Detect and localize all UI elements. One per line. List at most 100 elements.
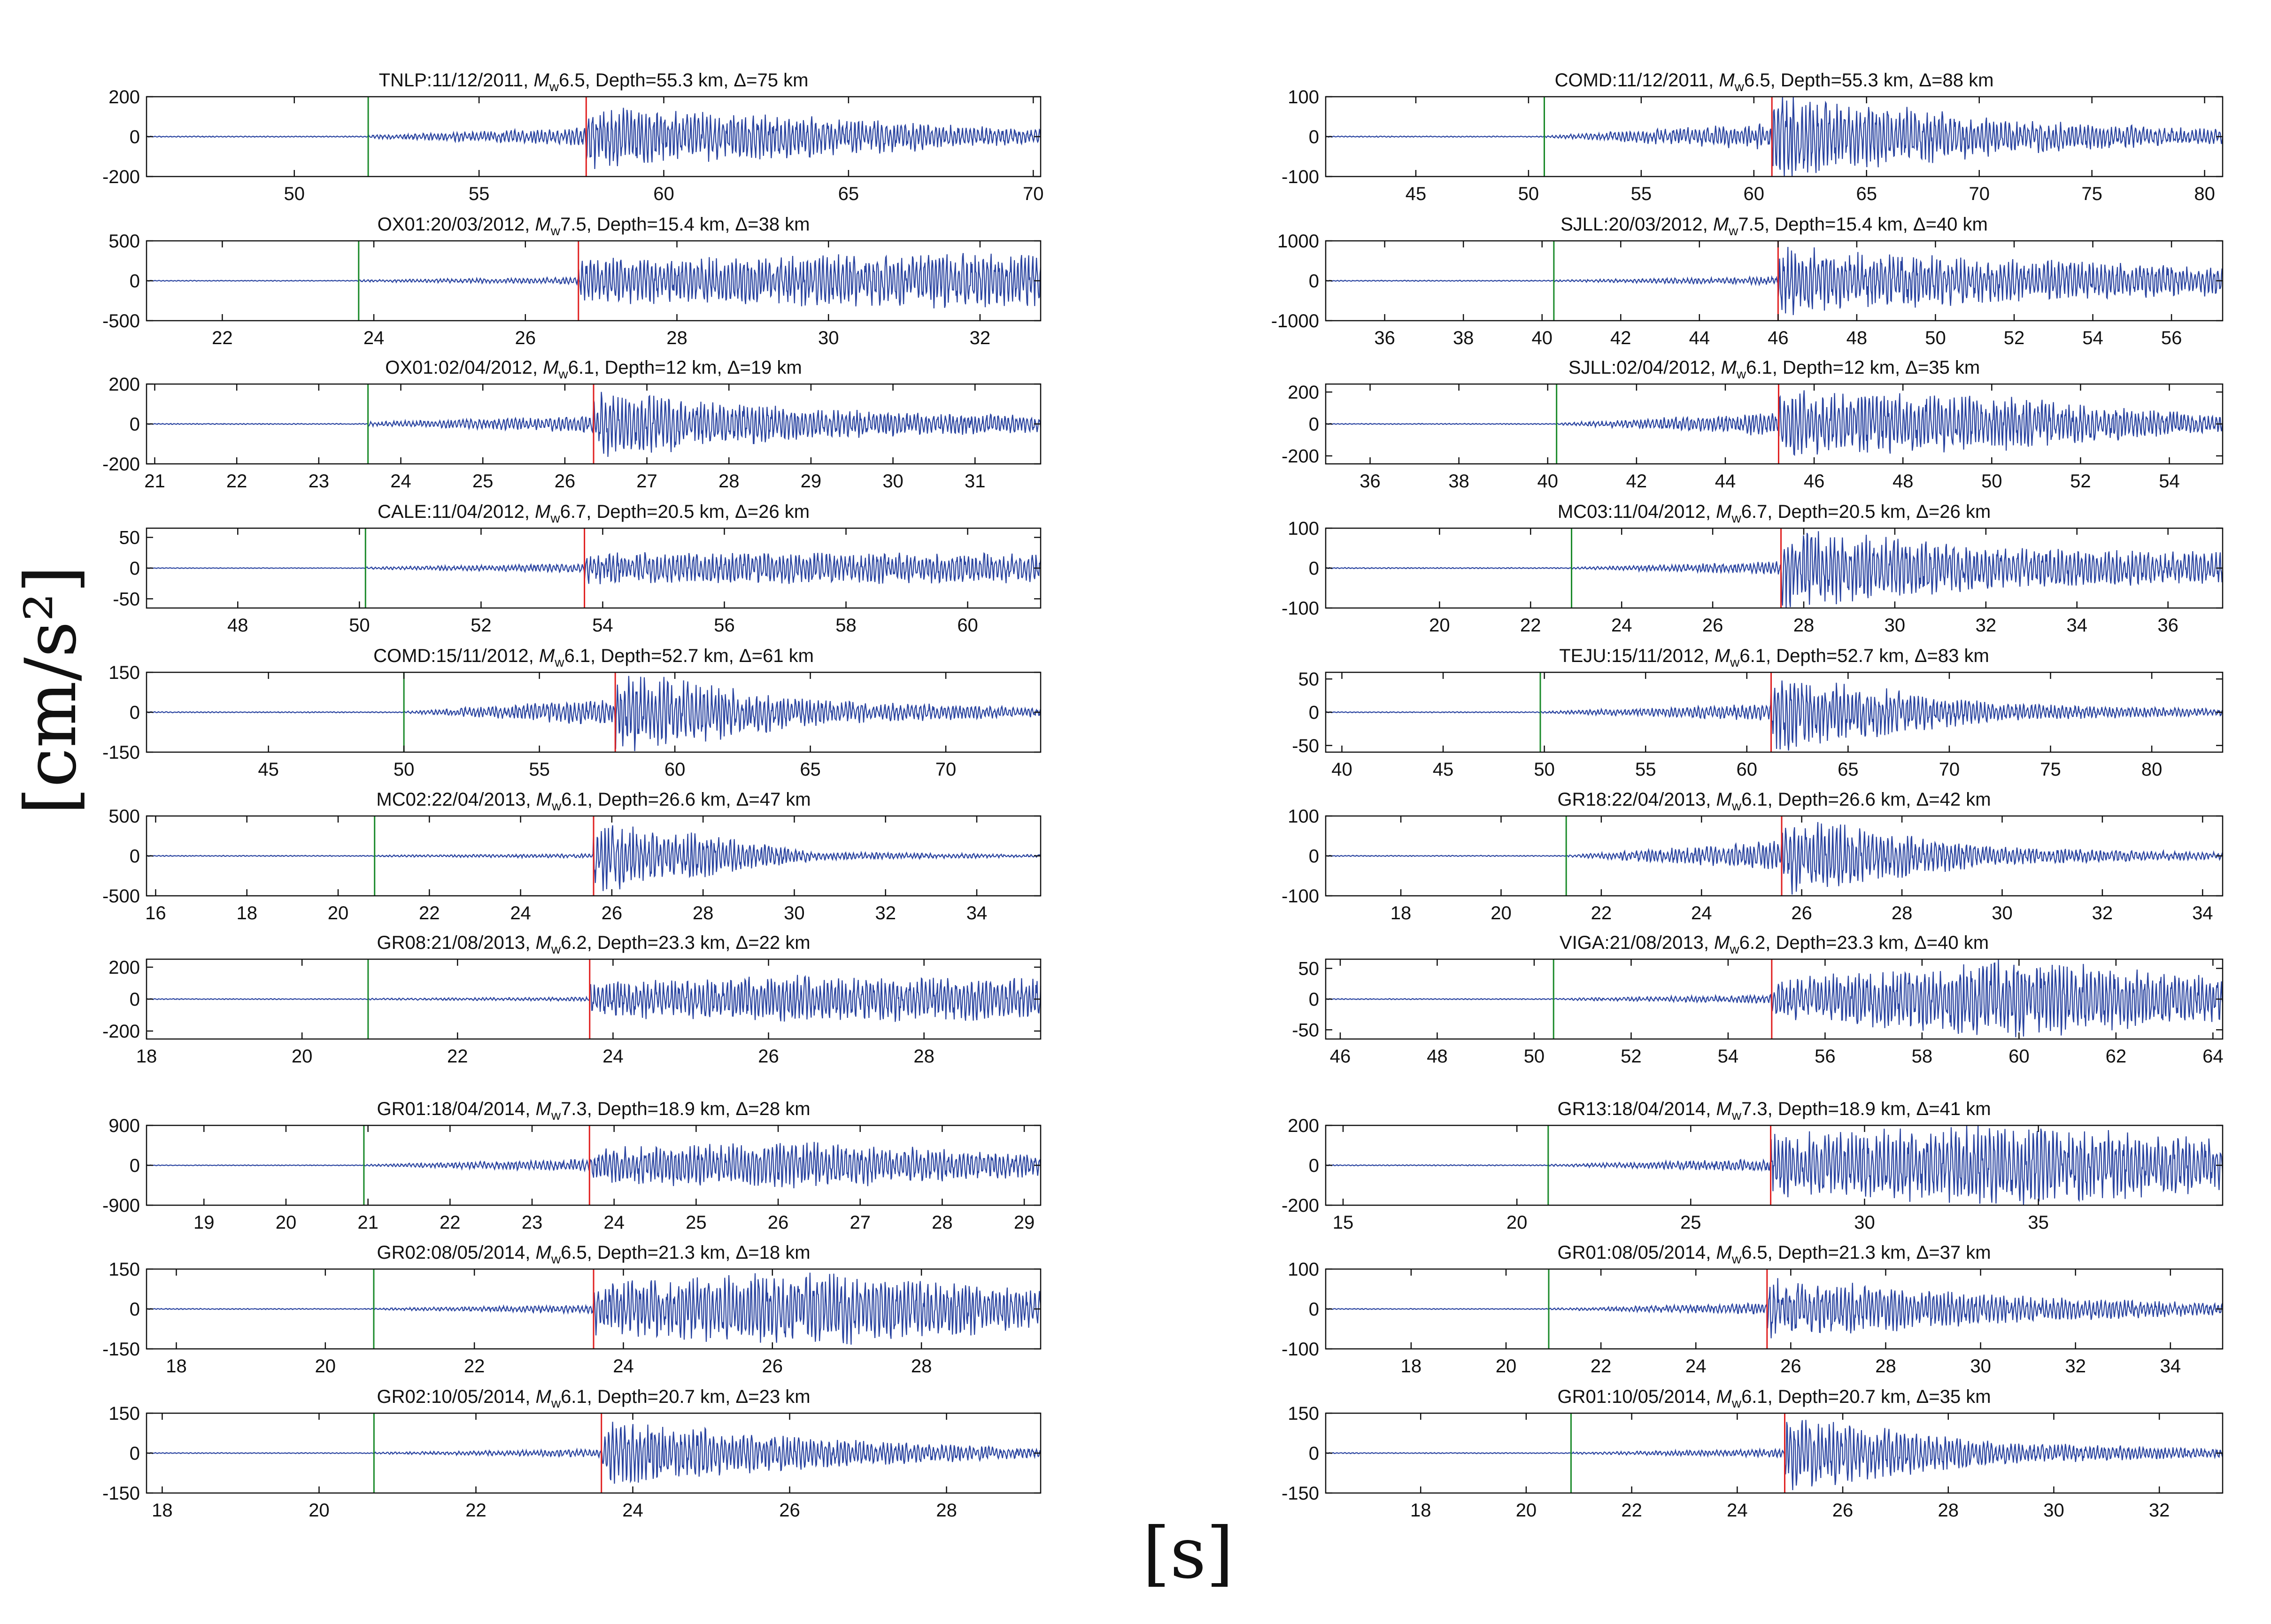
y-tick-label: -1000 (1271, 311, 1319, 331)
x-tick-label: 19 (193, 1212, 215, 1233)
x-tick-label: 18 (136, 1046, 157, 1067)
x-tick-label: 24 (603, 1046, 624, 1067)
x-tick-label: 26 (762, 1356, 783, 1377)
panel-title: COMD:15/11/2012, Mw6.1, Depth=52.7 km, Δ… (373, 646, 814, 670)
waveform-trace (146, 108, 1042, 169)
x-tick-label: 20 (1496, 1356, 1517, 1377)
x-tick-label: 60 (1744, 184, 1765, 204)
x-tick-label: 20 (276, 1212, 297, 1233)
x-tick-label: 28 (666, 328, 687, 348)
x-tick-label: 25 (1680, 1212, 1701, 1233)
y-tick-label: 200 (1288, 382, 1319, 403)
x-tick-label: 22 (1591, 1356, 1612, 1377)
x-tick-label: 22 (212, 328, 233, 348)
panel-right-1: COMD:11/12/2011, Mw6.5, Depth=55.3 km, Δ… (1282, 70, 2224, 204)
x-tick-label: 24 (613, 1356, 634, 1377)
y-tick-label: -50 (1292, 1020, 1319, 1040)
x-tick-label: 36 (1374, 328, 1395, 348)
y-tick-label: -500 (102, 886, 140, 907)
x-tick-label: 52 (2004, 328, 2025, 348)
x-tick-label: 50 (349, 615, 370, 636)
waveform-trace (1325, 531, 2224, 608)
panel-title: OX01:02/04/2012, Mw6.1, Depth=12 km, Δ=1… (385, 357, 802, 381)
x-tick-label: 15 (1333, 1212, 1354, 1233)
x-tick-label: 38 (1453, 328, 1474, 348)
y-tick-label: -200 (102, 167, 140, 187)
y-tick-label: 0 (130, 1299, 140, 1320)
x-tick-label: 58 (1912, 1046, 1933, 1067)
panel-left-7: GR08:21/08/2013, Mw6.2, Depth=23.3 km, Δ… (102, 932, 1042, 1067)
x-tick-label: 26 (555, 471, 576, 492)
x-tick-label: 34 (2066, 615, 2087, 636)
y-tick-label: 0 (130, 1155, 140, 1176)
x-tick-label: 45 (1406, 184, 1427, 204)
x-tick-label: 30 (2043, 1500, 2064, 1521)
x-tick-label: 24 (390, 471, 411, 492)
panel-title: COMD:11/12/2011, Mw6.5, Depth=55.3 km, Δ… (1555, 70, 1994, 94)
y-tick-label: 0 (1309, 1155, 1319, 1176)
panel-right-6: GR18:22/04/2013, Mw6.1, Depth=26.6 km, Δ… (1282, 789, 2224, 924)
x-tick-label: 55 (1635, 759, 1656, 780)
y-tick-label: -100 (1282, 598, 1319, 619)
x-tick-label: 62 (2106, 1046, 2127, 1067)
x-tick-label: 24 (1611, 615, 1632, 636)
x-tick-label: 56 (1815, 1046, 1836, 1067)
y-tick-label: -150 (102, 1483, 140, 1504)
y-tick-label: 200 (108, 374, 140, 395)
panel-title: TEJU:15/11/2012, Mw6.1, Depth=52.7 km, Δ… (1559, 646, 1989, 670)
x-tick-label: 20 (1491, 903, 1512, 924)
x-tick-label: 29 (801, 471, 822, 492)
x-tick-label: 28 (718, 471, 740, 492)
waveform-trace (1325, 1278, 2224, 1339)
x-tick-label: 45 (258, 759, 279, 780)
x-tick-label: 18 (152, 1500, 173, 1521)
x-tick-label: 30 (1885, 615, 1906, 636)
x-tick-label: 70 (1023, 184, 1044, 204)
y-tick-label: 0 (130, 414, 140, 435)
x-tick-label: 32 (875, 903, 896, 924)
panel-left-4: CALE:11/04/2012, Mw6.7, Depth=20.5 km, Δ… (113, 501, 1042, 636)
x-tick-label: 36 (1360, 471, 1381, 492)
panel-title: GR18:22/04/2013, Mw6.1, Depth=26.6 km, Δ… (1557, 789, 1991, 813)
x-tick-label: 30 (1992, 903, 2013, 924)
x-tick-label: 18 (1410, 1500, 1431, 1521)
x-tick-label: 48 (1427, 1046, 1448, 1067)
x-tick-label: 50 (284, 184, 305, 204)
x-tick-label: 26 (515, 328, 536, 348)
x-tick-label: 26 (1791, 903, 1812, 924)
x-tick-label: 80 (2141, 759, 2163, 780)
x-tick-label: 65 (1856, 184, 1877, 204)
x-tick-label: 20 (1506, 1212, 1528, 1233)
x-tick-label: 45 (1433, 759, 1454, 780)
y-tick-label: 0 (130, 846, 140, 867)
x-tick-label: 22 (226, 471, 247, 492)
x-tick-label: 65 (800, 759, 821, 780)
x-tick-label: 22 (447, 1046, 468, 1067)
y-tick-label: 900 (108, 1116, 140, 1136)
waveform-trace (146, 975, 1042, 1022)
x-tick-label: 55 (469, 184, 490, 204)
x-tick-label: 26 (1780, 1356, 1801, 1377)
panel-left-9: GR02:08/05/2014, Mw6.5, Depth=21.3 km, Δ… (102, 1242, 1042, 1377)
x-tick-label: 24 (603, 1212, 625, 1233)
x-tick-label: 22 (465, 1500, 487, 1521)
panel-right-2: SJLL:20/03/2012, Mw7.5, Depth=15.4 km, Δ… (1271, 214, 2224, 348)
x-tick-label: 46 (1768, 328, 1789, 348)
y-tick-label: 0 (130, 1443, 140, 1464)
y-tick-label: 200 (1288, 1116, 1319, 1136)
panel-right-4: MC03:11/04/2012, Mw6.7, Depth=20.5 km, Δ… (1282, 501, 2224, 636)
x-tick-label: 22 (419, 903, 440, 924)
x-tick-label: 28 (1875, 1356, 1896, 1377)
y-tick-label: 0 (1309, 558, 1319, 579)
panel-left-8: GR01:18/04/2014, Mw7.3, Depth=18.9 km, Δ… (102, 1099, 1042, 1233)
x-tick-label: 26 (779, 1500, 800, 1521)
y-tick-label: 50 (1298, 669, 1320, 690)
panel-right-5: TEJU:15/11/2012, Mw6.1, Depth=52.7 km, Δ… (1292, 646, 2224, 780)
y-tick-label: 100 (1288, 87, 1319, 108)
y-tick-label: 50 (1298, 959, 1320, 979)
panel-title: GR13:18/04/2014, Mw7.3, Depth=18.9 km, Δ… (1557, 1099, 1991, 1123)
y-tick-label: 0 (1309, 702, 1319, 723)
x-tick-label: 27 (636, 471, 657, 492)
x-tick-label: 50 (1518, 184, 1539, 204)
x-tick-label: 16 (145, 903, 166, 924)
